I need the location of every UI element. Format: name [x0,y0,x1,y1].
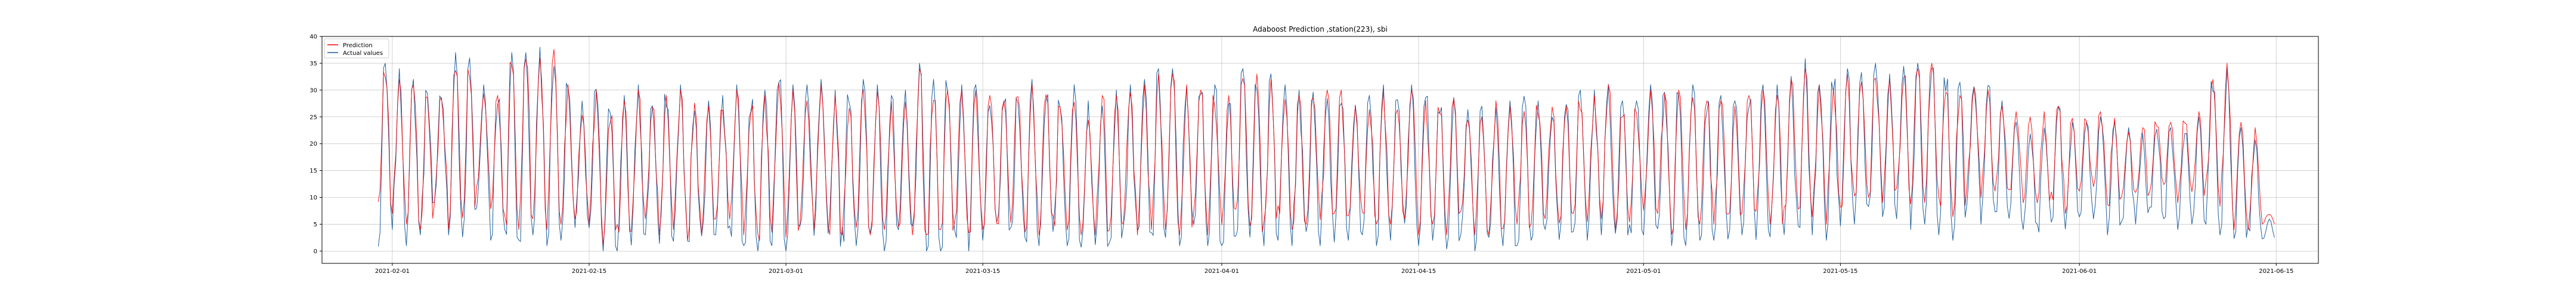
legend-label-actual-values: Actual values [343,50,383,57]
x-tick-label: 2021-03-15 [965,268,1000,275]
y-tick-label: 35 [309,60,317,67]
series-layer [377,47,2275,251]
legend-frame [324,38,389,59]
x-tick-label: 2021-02-15 [572,268,606,275]
x-tick-label: 2021-02-01 [375,268,410,275]
x-tick-label: 2021-06-01 [2062,268,2097,275]
y-tick-label: 30 [309,87,317,94]
x-tick-label: 2021-04-01 [1205,268,1239,275]
y-tick-label: 25 [309,114,317,121]
x-tick-label: 2021-03-01 [769,268,803,275]
series-line-prediction [377,49,2275,246]
plot-area-frame [321,36,2319,264]
x-tick-label: 2021-05-01 [1626,268,1661,275]
y-tick-label: 10 [309,195,317,201]
y-tick-label: 15 [309,168,317,174]
legend: Prediction Actual values [324,38,389,59]
x-tick-label: 2021-04-15 [1401,268,1436,275]
y-tick-label: 20 [309,141,317,148]
y-tick-label: 5 [314,222,317,228]
y-tick-label: 0 [314,248,317,255]
y-tick-label: 40 [309,34,317,41]
x-tick-label: 2021-05-15 [1823,268,1857,275]
axis-layer: 2021-02-01 2021-02-15 2021-03-01 2021-03-15… [309,34,2293,275]
legend-label-prediction: Prediction [343,42,373,49]
x-tick-label: 2021-06-15 [2259,268,2293,275]
chart-title: Adaboost Prediction ,station(223), sbi [1253,25,1388,33]
